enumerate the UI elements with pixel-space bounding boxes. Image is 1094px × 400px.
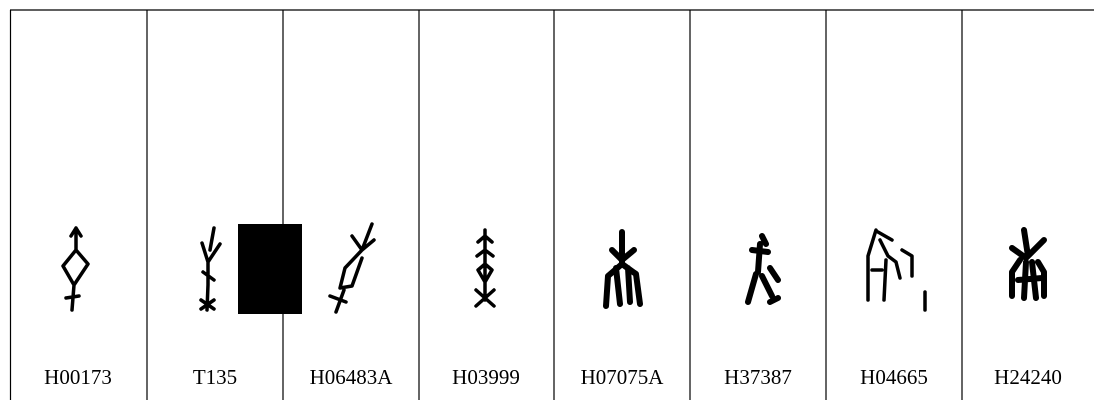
glyph — [199, 226, 222, 312]
glyph-label: H37387 — [724, 365, 792, 389]
glyph-label: T135 — [193, 365, 237, 389]
glyph — [603, 229, 643, 309]
glyph-label: H06483A — [310, 365, 394, 389]
glyph — [474, 228, 496, 308]
glyph-label: H04665 — [860, 365, 928, 389]
glyph — [328, 222, 376, 314]
glyph-label: H03999 — [452, 365, 520, 389]
glyph-label: H24240 — [994, 365, 1062, 389]
redaction-block — [238, 224, 302, 314]
glyph-label: H07075A — [581, 365, 665, 389]
glyph — [1009, 227, 1047, 301]
table-borders — [9, 9, 1094, 400]
glyph-label: H00173 — [44, 365, 112, 389]
glyph — [745, 233, 781, 305]
glyph — [866, 228, 927, 312]
glyph — [61, 226, 90, 312]
